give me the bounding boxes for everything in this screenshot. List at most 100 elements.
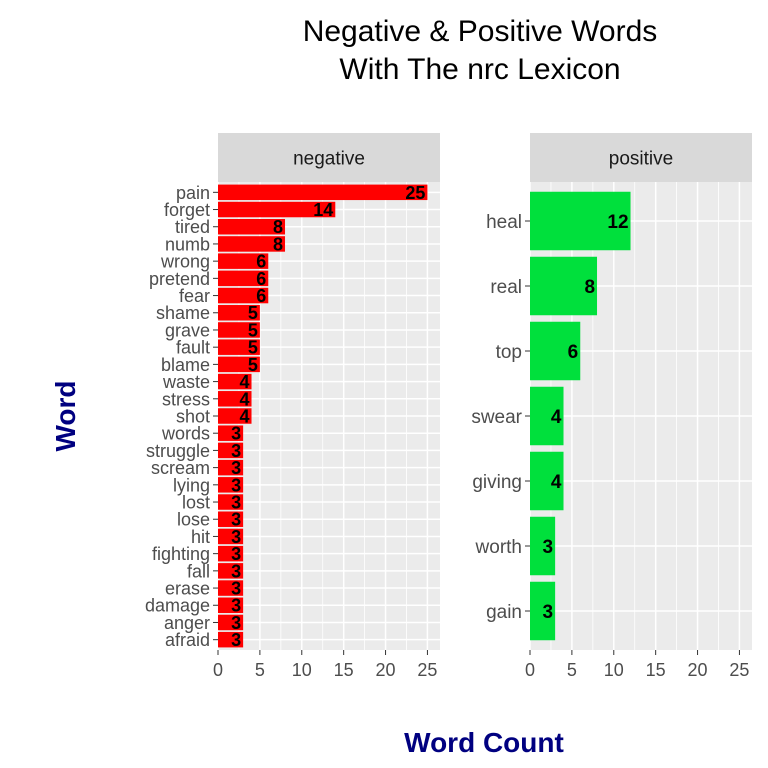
- data-label-negative-grave: 5: [248, 320, 258, 340]
- y-tick-label-negative-blame: blame: [161, 355, 210, 375]
- bar-negative-stress: [218, 391, 252, 407]
- x-tick-label-positive-0: 0: [525, 660, 535, 680]
- bar-negative-fall: [218, 563, 244, 579]
- bar-positive-top: [530, 321, 581, 381]
- data-label-positive-heal: 12: [607, 212, 628, 233]
- x-tick-label-positive-5: 5: [567, 660, 577, 680]
- y-tick-label-negative-erase: erase: [165, 579, 210, 599]
- bar-negative-fear: [218, 287, 269, 304]
- y-tick-label-negative-lost: lost: [182, 493, 210, 513]
- data-label-negative-lying: 3: [231, 475, 241, 495]
- y-tick-label-positive-top: top: [496, 342, 522, 363]
- data-label-negative-fault: 5: [248, 338, 258, 358]
- bar-negative-forget: [218, 201, 336, 218]
- x-tick-label-positive-25: 25: [729, 660, 749, 680]
- y-tick-label-negative-tired: tired: [175, 217, 210, 237]
- y-tick-label-negative-fear: fear: [179, 286, 210, 306]
- y-tick-label-positive-worth: worth: [475, 537, 522, 558]
- bar-negative-pain: [218, 184, 428, 201]
- y-tick-label-negative-damage: damage: [145, 596, 210, 616]
- data-label-negative-hit: 3: [231, 527, 241, 547]
- y-tick-label-negative-wrong: wrong: [160, 252, 210, 272]
- y-tick-label-negative-lose: lose: [177, 510, 210, 530]
- bar-negative-words: [218, 425, 244, 441]
- data-label-positive-giving: 4: [551, 472, 562, 493]
- facet-positive: positive 12 heal 8 real 6 top 4 swear 4 giving 3 wor…: [471, 133, 752, 680]
- data-label-negative-fall: 3: [231, 561, 241, 581]
- y-tick-label-negative-shame: shame: [156, 303, 210, 323]
- data-label-negative-lose: 3: [231, 510, 241, 530]
- y-tick-label-positive-heal: heal: [486, 212, 522, 233]
- data-label-negative-erase: 3: [231, 579, 241, 599]
- y-tick-label-negative-lying: lying: [173, 475, 210, 495]
- data-label-negative-waste: 4: [239, 372, 249, 392]
- data-label-positive-real: 8: [584, 277, 595, 298]
- data-label-negative-anger: 3: [231, 613, 241, 633]
- x-tick-label-negative-5: 5: [255, 660, 265, 680]
- bar-negative-numb: [218, 236, 286, 252]
- y-tick-label-negative-hit: hit: [191, 527, 210, 547]
- data-label-negative-shot: 4: [239, 406, 249, 426]
- data-label-positive-swear: 4: [551, 407, 562, 428]
- data-label-negative-struggle: 3: [231, 441, 241, 461]
- data-label-negative-fighting: 3: [231, 544, 241, 564]
- y-tick-label-positive-giving: giving: [472, 472, 522, 493]
- facet-strip-negative: [218, 133, 440, 182]
- bar-negative-damage: [218, 597, 244, 614]
- y-tick-label-negative-fighting: fighting: [152, 544, 210, 564]
- data-label-negative-stress: 4: [239, 389, 249, 409]
- data-label-negative-pain: 25: [405, 183, 425, 203]
- x-tick-label-positive-20: 20: [688, 660, 708, 680]
- y-tick-label-positive-swear: swear: [471, 407, 522, 428]
- bar-negative-struggle: [218, 442, 244, 459]
- y-tick-label-negative-pain: pain: [176, 183, 210, 203]
- bar-positive-giving: [530, 451, 564, 511]
- y-tick-label-negative-stress: stress: [162, 389, 210, 409]
- data-label-negative-words: 3: [231, 424, 241, 444]
- y-tick-label-positive-real: real: [490, 277, 522, 298]
- y-tick-label-negative-waste: waste: [162, 372, 210, 392]
- data-label-negative-numb: 8: [273, 234, 283, 254]
- bar-positive-swear: [530, 386, 564, 446]
- y-tick-label-negative-fall: fall: [187, 561, 210, 581]
- data-label-negative-pretend: 6: [256, 269, 266, 289]
- bar-negative-wrong: [218, 253, 269, 269]
- bar-negative-scream: [218, 459, 244, 476]
- data-label-negative-tired: 8: [273, 217, 283, 237]
- bar-positive-gain: [530, 581, 556, 641]
- data-label-negative-fear: 6: [256, 286, 266, 306]
- data-label-negative-shame: 5: [248, 303, 258, 323]
- y-tick-label-positive-gain: gain: [486, 602, 522, 623]
- x-tick-label-negative-15: 15: [334, 660, 354, 680]
- data-label-negative-afraid: 3: [231, 630, 241, 650]
- y-tick-label-negative-words: words: [161, 424, 210, 444]
- bar-negative-afraid: [218, 631, 244, 648]
- bar-negative-waste: [218, 373, 252, 390]
- facet-panels: negative 25 pain 14 forget 8 tired 8 numb 6 wrong 6…: [145, 133, 752, 680]
- bar-negative-tired: [218, 218, 286, 235]
- facet-negative: negative 25 pain 14 forget 8 tired 8 numb 6 wrong 6…: [145, 133, 440, 680]
- x-tick-label-positive-10: 10: [604, 660, 624, 680]
- bar-negative-shame: [218, 305, 260, 321]
- y-tick-label-negative-pretend: pretend: [149, 269, 210, 289]
- x-axis-title: Word Count: [404, 727, 564, 758]
- data-label-negative-damage: 3: [231, 596, 241, 616]
- bar-negative-fault: [218, 339, 260, 355]
- y-axis-title: Word: [50, 380, 81, 451]
- bar-negative-pretend: [218, 270, 269, 287]
- y-tick-label-negative-struggle: struggle: [146, 441, 210, 461]
- data-label-negative-lost: 3: [231, 493, 241, 513]
- bar-negative-erase: [218, 580, 244, 596]
- bar-positive-heal: [530, 191, 631, 251]
- x-tick-label-negative-10: 10: [292, 660, 312, 680]
- data-label-negative-wrong: 6: [256, 252, 266, 272]
- y-tick-label-negative-grave: grave: [165, 320, 210, 340]
- bar-negative-lying: [218, 477, 244, 493]
- bar-negative-lost: [218, 494, 244, 510]
- y-tick-label-negative-numb: numb: [165, 234, 210, 254]
- x-tick-label-negative-25: 25: [417, 660, 437, 680]
- x-tick-label-positive-15: 15: [646, 660, 666, 680]
- data-label-positive-worth: 3: [543, 537, 554, 558]
